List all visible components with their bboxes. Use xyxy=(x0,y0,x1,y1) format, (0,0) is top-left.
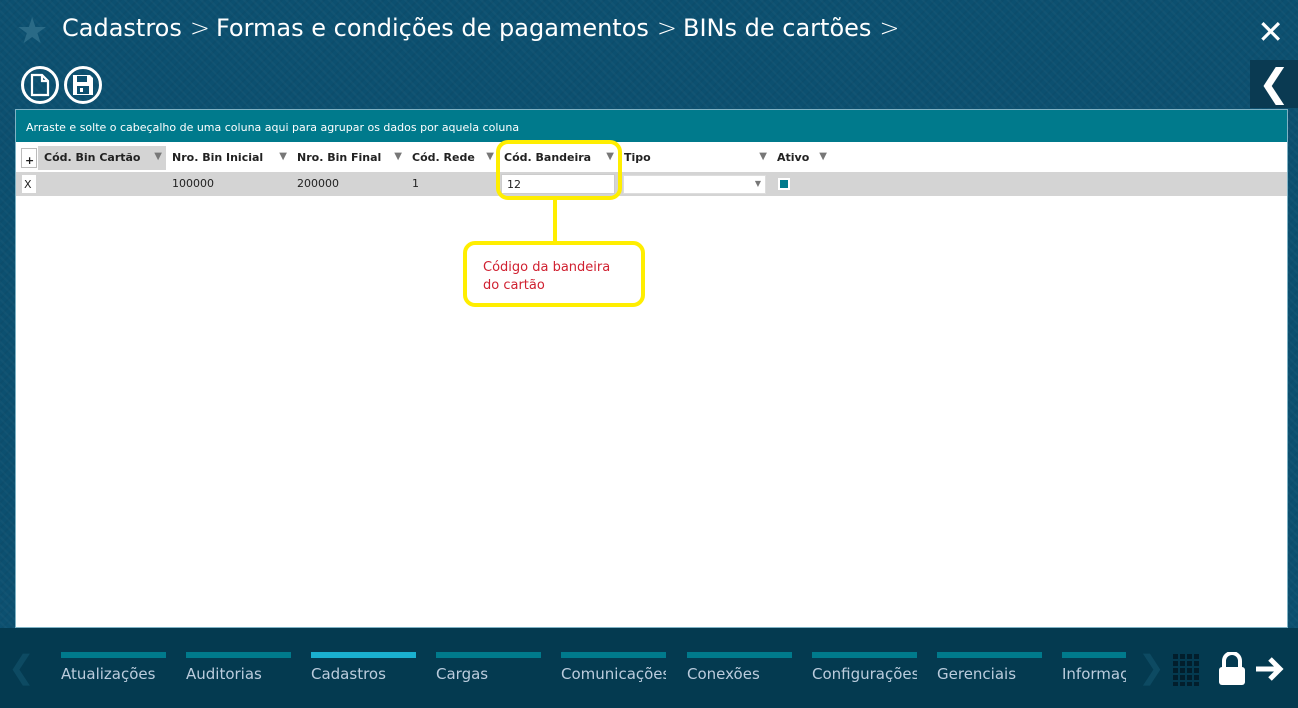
cell-bin-final[interactable]: 200000 xyxy=(297,177,339,190)
callout-highlight xyxy=(496,140,622,200)
cell-bin-inicial[interactable]: 100000 xyxy=(172,177,214,190)
filter-icon[interactable]: ▼ xyxy=(279,151,287,162)
tab-label: Informações xyxy=(1062,665,1126,683)
add-row-button[interactable]: + xyxy=(21,148,37,168)
breadcrumb: Cadastros > Formas e condições de pagamen… xyxy=(62,14,900,42)
column-label: Cód. Rede xyxy=(412,151,475,164)
new-document-button[interactable] xyxy=(21,66,59,104)
tab-comunicacoes[interactable]: Comunicações xyxy=(561,652,666,683)
breadcrumb-bins[interactable]: BINs de cartões xyxy=(683,14,872,42)
cod-bandeira-input[interactable]: 12 xyxy=(501,174,615,194)
column-header-cod-rede[interactable]: Cód. Rede ▼ xyxy=(406,146,498,170)
column-label: Cód. Bandeira xyxy=(504,151,592,164)
tab-cargas[interactable]: Cargas xyxy=(436,652,541,683)
column-label: Tipo xyxy=(624,151,651,164)
filter-icon[interactable]: ▼ xyxy=(154,151,162,162)
column-label: Nro. Bin Inicial xyxy=(172,151,264,164)
grid-icon[interactable] xyxy=(1173,654,1205,686)
cell-cod-rede[interactable]: 1 xyxy=(412,177,419,190)
column-header-bin-final[interactable]: Nro. Bin Final ▼ xyxy=(291,146,406,170)
chevron-left-icon[interactable]: ❮ xyxy=(8,648,35,686)
tab-label: Configurações xyxy=(812,665,917,683)
tab-label: Cargas xyxy=(436,665,489,683)
tipo-select[interactable]: ▼ xyxy=(623,175,766,194)
column-header-tipo[interactable]: Tipo ▼ xyxy=(618,146,771,170)
save-icon xyxy=(73,75,93,95)
breadcrumb-cadastros[interactable]: Cadastros xyxy=(62,14,182,42)
filter-icon[interactable]: ▼ xyxy=(759,151,767,162)
column-header-cod-bandeira[interactable]: Cód. Bandeira ▼ xyxy=(498,146,618,170)
column-header-ativo[interactable]: Ativo ▼ xyxy=(771,146,831,170)
save-button[interactable] xyxy=(64,66,102,104)
column-label: Nro. Bin Final xyxy=(297,151,382,164)
column-header-bin-inicial[interactable]: Nro. Bin Inicial ▼ xyxy=(166,146,291,170)
footer-nav: ❮ Atualizações Auditorias Cadastros Carg… xyxy=(0,628,1298,708)
tab-auditorias[interactable]: Auditorias xyxy=(186,652,291,683)
chevron-left-icon[interactable]: ❮ xyxy=(1250,60,1298,108)
close-icon[interactable]: ✕ xyxy=(1257,13,1284,51)
filter-icon[interactable]: ▼ xyxy=(394,151,402,162)
tab-configuracoes[interactable]: Configurações xyxy=(812,652,917,683)
star-icon[interactable]: ★ xyxy=(16,11,49,52)
tab-cadastros[interactable]: Cadastros xyxy=(311,652,416,683)
lock-icon[interactable] xyxy=(1218,652,1246,686)
chevron-right-icon[interactable]: ❯ xyxy=(1138,648,1165,686)
tab-label: Cadastros xyxy=(311,665,386,683)
delete-row-button[interactable]: X xyxy=(22,175,36,193)
breadcrumb-separator: > xyxy=(189,14,210,42)
tab-label: Gerenciais xyxy=(937,665,1017,683)
tab-label: Atualizações xyxy=(61,665,156,683)
new-document-icon xyxy=(30,73,50,97)
tab-label: Auditorias xyxy=(186,665,262,683)
tab-gerenciais[interactable]: Gerenciais xyxy=(937,652,1042,683)
chevron-down-icon: ▼ xyxy=(754,179,761,188)
callout-connector xyxy=(553,200,557,242)
tab-conexoes[interactable]: Conexões xyxy=(687,652,792,683)
filter-icon[interactable]: ▼ xyxy=(486,151,494,162)
tab-label: Comunicações xyxy=(561,665,666,683)
breadcrumb-separator: > xyxy=(656,14,678,42)
filter-icon[interactable]: ▼ xyxy=(819,151,827,162)
callout-annotation: Código da bandeira do cartão xyxy=(463,241,645,307)
tab-atualizacoes[interactable]: Atualizações xyxy=(61,652,166,683)
group-by-area[interactable]: Arraste e solte o cabeçalho de uma colun… xyxy=(16,110,1287,142)
grid-panel: Arraste e solte o cabeçalho de uma colun… xyxy=(15,109,1288,628)
filter-icon[interactable]: ▼ xyxy=(606,151,614,162)
table-row[interactable]: X 100000 200000 1 12 ▼ xyxy=(16,172,1287,196)
breadcrumb-formas[interactable]: Formas e condições de pagamentos xyxy=(215,14,649,42)
column-label: Cód. Bin Cartão xyxy=(44,151,141,164)
tab-label: Conexões xyxy=(687,665,760,683)
tab-informacoes[interactable]: Informações xyxy=(1062,652,1126,683)
ativo-checkbox[interactable] xyxy=(778,178,790,190)
column-label: Ativo xyxy=(777,151,810,164)
breadcrumb-separator: > xyxy=(879,14,900,42)
arrow-right-icon[interactable] xyxy=(1254,656,1286,682)
column-header-cod-bin[interactable]: Cód. Bin Cartão ▼ xyxy=(38,146,166,170)
